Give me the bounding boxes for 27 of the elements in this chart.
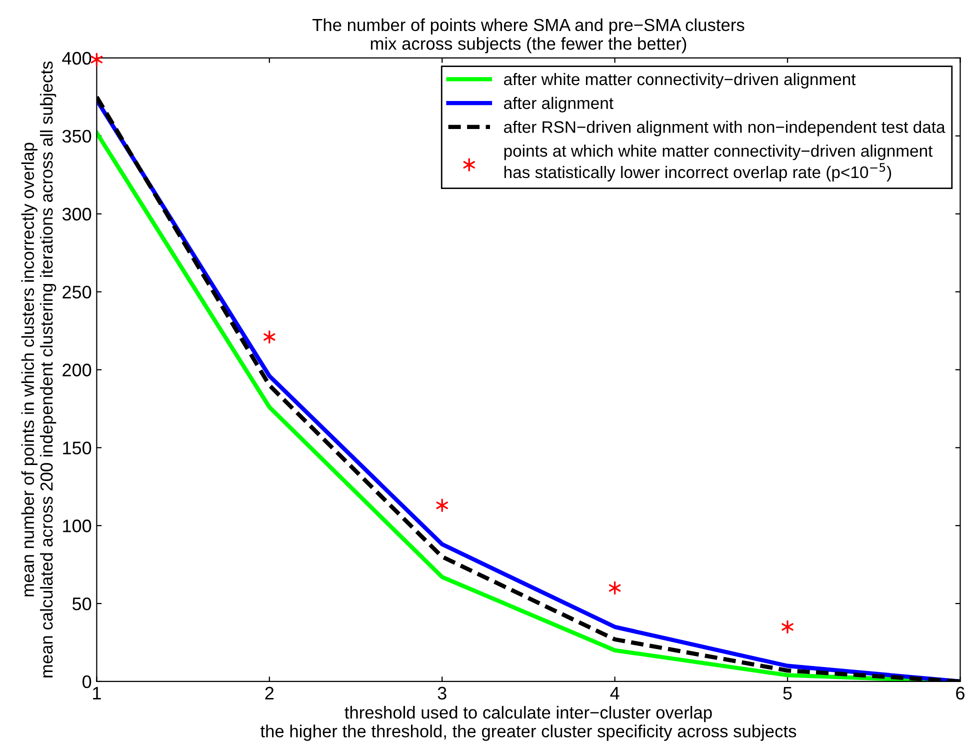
y-tick-label: 50 (72, 597, 92, 610)
legend-label: after white matter connectivity−driven alignment (504, 72, 856, 89)
point (436, 498, 448, 512)
y-axis-title: mean number of points in which clusters incorrectly overlap mean calculated across 200 independent clustering iterations across all subjects (21, 62, 56, 678)
y-tick-label: 150 (63, 442, 92, 454)
x-tick-label: 1 (93, 686, 101, 700)
y-tick-label: 100 (63, 520, 92, 532)
y-tick-label: 300 (62, 208, 92, 221)
y-tick-label: 350 (62, 130, 92, 143)
y-tick-label: 200 (62, 364, 92, 376)
legend-label: after alignment (504, 96, 614, 112)
x-tick-label: 6 (956, 686, 964, 700)
x-tick-label: 2 (265, 686, 274, 700)
y-tick-label: 0 (82, 675, 92, 688)
x-tick-label: 3 (438, 686, 446, 700)
chart-title: The number of points where SMA and pre−SMA clusters mix across subjects (the fewer the better) (312, 18, 744, 54)
x-axis-title: threshold used to calculate inter−cluster overlap the higher the threshold, the greater cluster specificity across subjects (260, 706, 796, 741)
y-tick-label: 400 (62, 52, 92, 65)
y-tick-label: 250 (62, 286, 92, 299)
x-tick-label: 4 (610, 686, 620, 700)
x-tick-label: 5 (783, 686, 792, 700)
legend-label: after RSN−driven alignment with non−independent test data (504, 120, 946, 136)
legend-label: points at which white matter connectivity−driven alignment has statistically lower incorrect overlap rate (p<10$^{−5}$) (504, 144, 933, 182)
point (608, 581, 621, 595)
point (90, 52, 103, 66)
point (782, 620, 794, 634)
point (264, 330, 276, 344)
